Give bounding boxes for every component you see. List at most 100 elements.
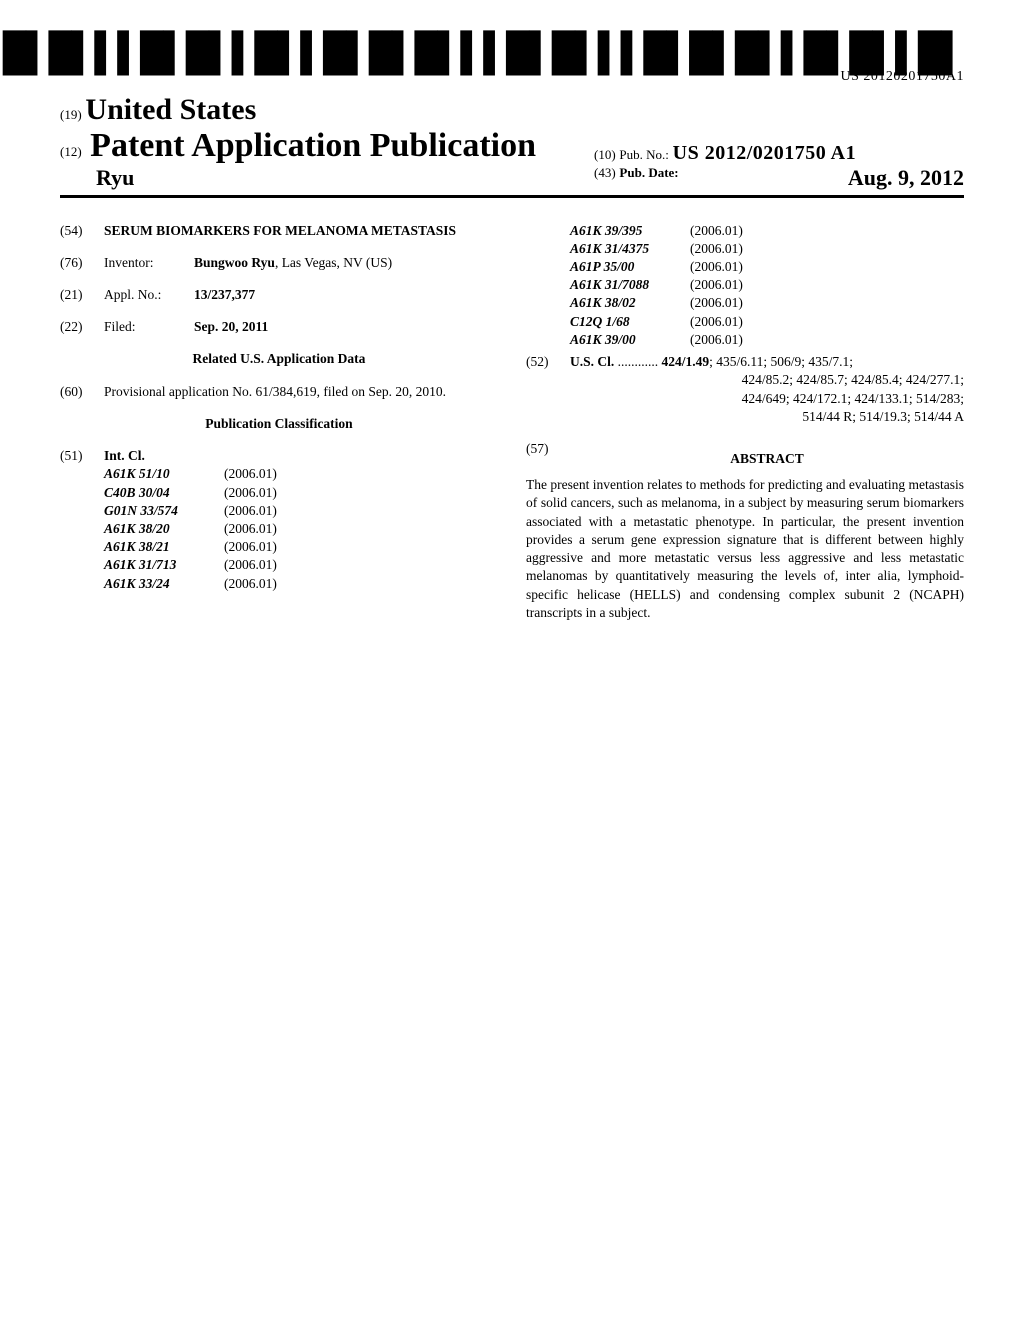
intcl-year: (2006.01) bbox=[690, 294, 780, 312]
pub-date-line: (43) Pub. Date: Aug. 9, 2012 bbox=[594, 165, 964, 191]
intcl-year: (2006.01) bbox=[690, 313, 780, 331]
body-columns: (54) SERUM BIOMARKERS FOR MELANOMA METAS… bbox=[60, 222, 964, 622]
divider bbox=[60, 197, 964, 198]
intcl-year: (2006.01) bbox=[690, 258, 780, 276]
intcl-class: C40B 30/04 bbox=[104, 484, 224, 502]
intcl-class: A61P 35/00 bbox=[570, 258, 690, 276]
abstract-block: (57) ABSTRACT The present invention rela… bbox=[526, 440, 964, 622]
country-name: United States bbox=[85, 93, 256, 126]
intcl-right-continued: A61K 39/395(2006.01)A61K 31/4375(2006.01… bbox=[526, 222, 964, 350]
intcl-item: A61K 38/21(2006.01) bbox=[104, 538, 498, 556]
intcl-class: C12Q 1/68 bbox=[570, 313, 690, 331]
pub-type-prefix: (12) bbox=[60, 144, 82, 159]
intcl-class: A61K 39/395 bbox=[570, 222, 690, 240]
intcl-item: A61K 31/4375(2006.01) bbox=[570, 240, 964, 258]
prov-text: Provisional application No. 61/384,619, … bbox=[104, 383, 498, 401]
inventor-location: , Las Vegas, NV (US) bbox=[275, 255, 392, 270]
uscl-line2: 424/85.2; 424/85.7; 424/85.4; 424/277.1; bbox=[570, 371, 964, 389]
intcl-class: A61K 31/7088 bbox=[570, 276, 690, 294]
uscl-rest1: ; 435/6.11; 506/9; 435/7.1; bbox=[709, 354, 853, 369]
country-prefix: (19) bbox=[60, 107, 82, 122]
intcl-label: Int. Cl. bbox=[104, 447, 498, 465]
provisional-entry: (60) Provisional application No. 61/384,… bbox=[60, 383, 498, 401]
author-surname: Ryu bbox=[96, 165, 536, 191]
uscl-line3: 424/649; 424/172.1; 424/133.1; 514/283; bbox=[570, 390, 964, 408]
pub-date-value: Aug. 9, 2012 bbox=[848, 165, 964, 191]
uscl-first-bold: 424/1.49 bbox=[662, 354, 710, 369]
intcl-item: G01N 33/574(2006.01) bbox=[104, 502, 498, 520]
intcl-year: (2006.01) bbox=[224, 520, 314, 538]
header-right: (10) Pub. No.: US 2012/0201750 A1 (43) P… bbox=[594, 142, 964, 191]
intcl-item: A61K 31/713(2006.01) bbox=[104, 556, 498, 574]
intcl-item: A61K 38/20(2006.01) bbox=[104, 520, 498, 538]
intcl-year: (2006.01) bbox=[690, 240, 780, 258]
abstract-text: The present invention relates to methods… bbox=[526, 476, 964, 622]
pubclass-heading: Publication Classification bbox=[60, 415, 498, 433]
intcl-code: (51) bbox=[60, 447, 104, 593]
inventor-value: Bungwoo Ryu, Las Vegas, NV (US) bbox=[194, 254, 498, 272]
pub-no-label: Pub. No.: bbox=[619, 147, 668, 162]
intcl-year: (2006.01) bbox=[690, 276, 780, 294]
uscl-line1: U.S. Cl. ............ 424/1.49; 435/6.11… bbox=[570, 353, 964, 371]
intcl-class: A61K 31/4375 bbox=[570, 240, 690, 258]
filed-code: (22) bbox=[60, 318, 104, 336]
filed-value: Sep. 20, 2011 bbox=[194, 318, 498, 336]
intcl-item: A61K 39/395(2006.01) bbox=[570, 222, 964, 240]
uscl-label: U.S. Cl. bbox=[570, 354, 614, 369]
title-entry: (54) SERUM BIOMARKERS FOR MELANOMA METAS… bbox=[60, 222, 498, 240]
pub-no-value: US 2012/0201750 A1 bbox=[673, 142, 856, 164]
filed-label: Filed: bbox=[104, 318, 194, 336]
title-text: SERUM BIOMARKERS FOR MELANOMA METASTASIS bbox=[104, 222, 498, 240]
intcl-year: (2006.01) bbox=[224, 484, 314, 502]
country-line: (19) United States bbox=[60, 93, 536, 127]
intcl-item: C12Q 1/68(2006.01) bbox=[570, 313, 964, 331]
pub-type-line: (12) Patent Application Publication bbox=[60, 129, 536, 163]
left-column: (54) SERUM BIOMARKERS FOR MELANOMA METAS… bbox=[60, 222, 498, 622]
intcl-class: A61K 39/00 bbox=[570, 331, 690, 349]
intcl-class: A61K 33/24 bbox=[104, 575, 224, 593]
inventor-code: (76) bbox=[60, 254, 104, 272]
intcl-class: A61K 38/02 bbox=[570, 294, 690, 312]
intcl-item: A61K 38/02(2006.01) bbox=[570, 294, 964, 312]
prov-code: (60) bbox=[60, 383, 104, 401]
intcl-entry: (51) Int. Cl. A61K 51/10(2006.01)C40B 30… bbox=[60, 447, 498, 593]
uscl-entry: (52) U.S. Cl. ............ 424/1.49; 435… bbox=[526, 353, 964, 426]
appl-label: Appl. No.: bbox=[104, 286, 194, 304]
header-left: (19) United States (12) Patent Applicati… bbox=[60, 93, 536, 191]
pub-no-prefix: (10) bbox=[594, 147, 616, 162]
intcl-item: A61K 39/00(2006.01) bbox=[570, 331, 964, 349]
intcl-item: C40B 30/04(2006.01) bbox=[104, 484, 498, 502]
page: ▌▌█▌▌▌█▌▌█▌█▌▌▌█▌▌█▌█▌▌▌█▌█▌▌█▌▌█▌█▌█▌▌▌… bbox=[0, 0, 1024, 622]
inventor-entry: (76) Inventor: Bungwoo Ryu, Las Vegas, N… bbox=[60, 254, 498, 272]
intcl-class: G01N 33/574 bbox=[104, 502, 224, 520]
intcl-class: A61K 38/21 bbox=[104, 538, 224, 556]
abstract-label: ABSTRACT bbox=[570, 450, 964, 468]
intcl-list-right: A61K 39/395(2006.01)A61K 31/4375(2006.01… bbox=[570, 222, 964, 350]
uscl-dots: ............ bbox=[614, 354, 661, 369]
abstract-code: (57) bbox=[526, 440, 570, 476]
intcl-year: (2006.01) bbox=[224, 575, 314, 593]
appl-value: 13/237,377 bbox=[194, 286, 498, 304]
intcl-item: A61K 51/10(2006.01) bbox=[104, 465, 498, 483]
pub-date-label: Pub. Date: bbox=[619, 165, 678, 180]
header-block: (19) United States (12) Patent Applicati… bbox=[60, 93, 964, 198]
barcode-block: ▌▌█▌▌▌█▌▌█▌█▌▌▌█▌▌█▌█▌▌▌█▌█▌▌█▌▌█▌█▌█▌▌▌… bbox=[60, 40, 964, 85]
intcl-class: A61K 38/20 bbox=[104, 520, 224, 538]
inventor-label: Inventor: bbox=[104, 254, 194, 272]
barcode-text: US 20120201750A1 bbox=[840, 69, 964, 85]
intcl-year: (2006.01) bbox=[224, 556, 314, 574]
intcl-class: A61K 31/713 bbox=[104, 556, 224, 574]
intcl-item: A61K 31/7088(2006.01) bbox=[570, 276, 964, 294]
pub-date-prefix: (43) bbox=[594, 165, 616, 180]
appl-code: (21) bbox=[60, 286, 104, 304]
intcl-item: A61P 35/00(2006.01) bbox=[570, 258, 964, 276]
appl-entry: (21) Appl. No.: 13/237,377 bbox=[60, 286, 498, 304]
intcl-list-left: Int. Cl. A61K 51/10(2006.01)C40B 30/04(2… bbox=[104, 447, 498, 593]
pub-no-line: (10) Pub. No.: US 2012/0201750 A1 bbox=[594, 142, 964, 165]
uscl-value: U.S. Cl. ............ 424/1.49; 435/6.11… bbox=[570, 353, 964, 426]
right-column: A61K 39/395(2006.01)A61K 31/4375(2006.01… bbox=[526, 222, 964, 622]
barcode-graphic: ▌▌█▌▌▌█▌▌█▌█▌▌▌█▌▌█▌█▌▌▌█▌█▌▌█▌▌█▌█▌█▌▌▌… bbox=[0, 40, 964, 67]
intcl-item: A61K 33/24(2006.01) bbox=[104, 575, 498, 593]
intcl-year: (2006.01) bbox=[224, 465, 314, 483]
intcl-year: (2006.01) bbox=[690, 222, 780, 240]
